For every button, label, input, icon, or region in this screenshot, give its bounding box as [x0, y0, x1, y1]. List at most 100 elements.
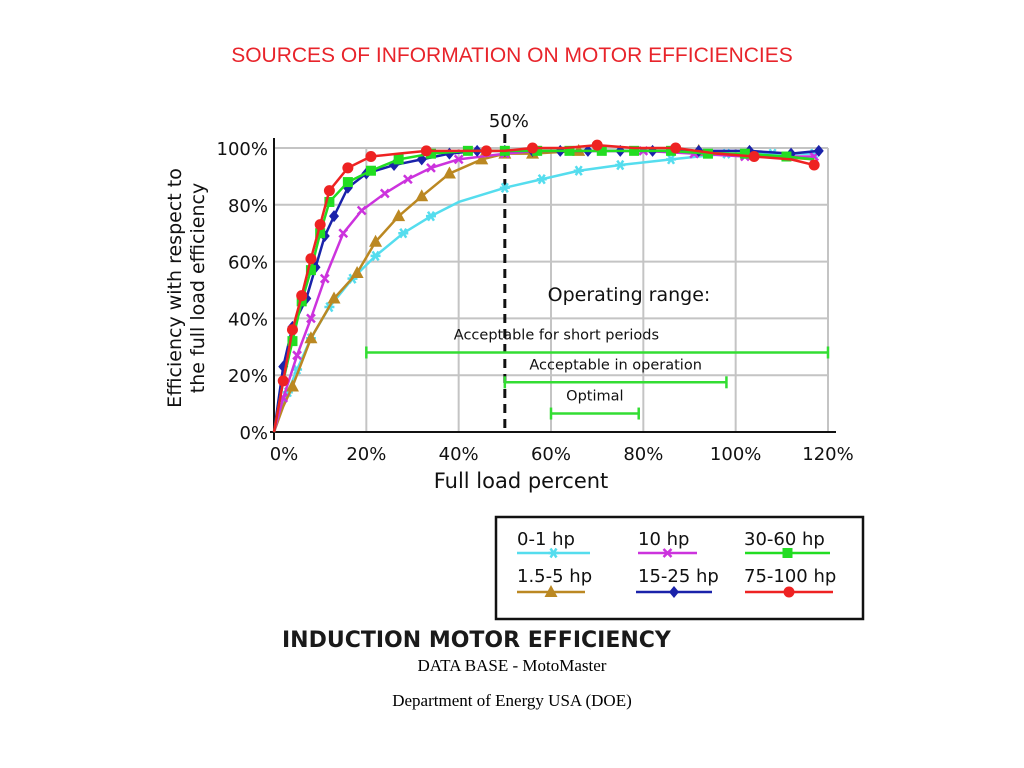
data-point — [453, 154, 464, 165]
data-point — [356, 205, 367, 216]
data-point — [499, 182, 510, 193]
series-75-100-hp — [272, 139, 820, 433]
data-point — [544, 585, 558, 597]
data-point — [365, 151, 377, 163]
data-point — [338, 228, 349, 239]
operating-range-label: Acceptable in operation — [529, 357, 702, 373]
data-point — [615, 159, 626, 171]
data-point — [591, 139, 603, 151]
caption-source: Department of Energy USA (DOE) — [392, 691, 632, 710]
legend-box — [494, 515, 865, 621]
y-tick-label: 40% — [228, 309, 268, 330]
data-point — [296, 290, 308, 302]
chart-legend: 0-1 hp 1.5-5 hp 10 hp 15-25 hp 30-60 hp 75-10… — [494, 515, 865, 621]
data-point — [314, 219, 326, 231]
legend-item: 15-25 hp — [636, 566, 719, 598]
legend-item: 10 hp — [638, 529, 697, 558]
legend-item: 0-1 hp — [517, 529, 590, 559]
data-point — [306, 313, 316, 324]
data-point — [305, 253, 317, 265]
slide-title: SOURCES OF INFORMATION ON MOTOR EFFICIEN… — [231, 44, 793, 67]
legend-label: 10 hp — [638, 529, 689, 550]
data-point — [629, 145, 640, 156]
data-point — [342, 177, 353, 188]
x-tick-label: 120% — [802, 444, 853, 465]
data-point — [402, 174, 413, 185]
data-point — [329, 210, 340, 223]
data-point — [536, 174, 547, 185]
data-point — [748, 151, 760, 163]
x-tick-label: 100% — [710, 444, 761, 465]
data-point — [548, 547, 559, 559]
chart-title: INDUCTION MOTOR EFFICIENCY — [282, 628, 671, 653]
chart-grid — [274, 147, 829, 432]
data-point — [527, 142, 539, 154]
legend-label: 30-60 hp — [744, 529, 825, 550]
data-point — [425, 210, 436, 222]
data-point — [369, 234, 383, 247]
data-point — [670, 142, 682, 154]
y-tick-label: 100% — [217, 139, 268, 160]
data-point — [315, 228, 326, 239]
chart-axes — [270, 138, 836, 440]
data-point — [398, 228, 409, 239]
series-line — [272, 149, 819, 433]
data-point — [292, 350, 302, 361]
data-point — [666, 154, 677, 165]
data-point — [350, 265, 364, 278]
data-point — [475, 152, 489, 165]
series-0-1-hp — [272, 148, 820, 433]
data-point — [808, 159, 820, 171]
data-point — [319, 273, 330, 284]
series-line — [272, 149, 815, 433]
chart-tick-labels: 0% 20% 40% 60% 80% 100% 120% 0% 20% 40% 60% 80% 100%… — [164, 139, 854, 493]
data-point — [286, 324, 298, 336]
legend-label: 75-100 hp — [744, 566, 836, 587]
data-point — [564, 145, 575, 156]
chart-series — [272, 139, 824, 433]
x-tick-label: 80% — [623, 444, 663, 465]
series-1-5-5-hp — [272, 143, 815, 433]
y-axis-label: Efficiency with respect to — [164, 168, 186, 408]
x-tick-label: 20% — [346, 444, 386, 465]
data-point — [662, 548, 673, 558]
data-point — [392, 209, 406, 222]
operating-range-label: Acceptable for short periods — [454, 327, 659, 343]
operating-ranges: Operating range: Acceptable for short per… — [365, 284, 830, 420]
y-tick-label: 60% — [228, 253, 268, 274]
legend-label: 0-1 hp — [517, 529, 575, 550]
legend-label: 1.5-5 hp — [517, 566, 592, 587]
series-30-60-hp — [272, 145, 815, 433]
series-line — [272, 143, 815, 433]
data-point — [324, 196, 335, 207]
data-point — [327, 291, 341, 304]
data-point — [596, 145, 607, 156]
series-line — [272, 149, 815, 433]
data-point — [277, 375, 289, 387]
data-point — [379, 188, 390, 199]
reference-line-label: 50% — [489, 111, 529, 132]
data-point — [305, 265, 316, 276]
data-point — [442, 166, 456, 179]
data-point — [426, 162, 436, 173]
reference-line-group: 50% — [489, 111, 529, 432]
x-axis-label: Full load percent — [434, 469, 609, 493]
x-tick-label: 40% — [439, 444, 479, 465]
data-point — [304, 331, 318, 344]
x-tick-label: 0% — [270, 444, 299, 465]
operating-range-label: Optimal — [566, 389, 623, 405]
data-point — [365, 165, 376, 176]
data-point — [323, 185, 335, 197]
data-point — [813, 144, 824, 157]
legend-item: 30-60 hp — [744, 529, 830, 558]
data-point — [702, 148, 713, 159]
data-point — [739, 148, 750, 159]
data-point — [573, 165, 584, 176]
data-point — [342, 162, 354, 174]
data-point — [480, 145, 492, 157]
data-point — [415, 189, 429, 202]
series-line — [272, 149, 815, 433]
data-point — [783, 586, 795, 598]
y-axis-label: the full load efficiency — [187, 183, 209, 393]
